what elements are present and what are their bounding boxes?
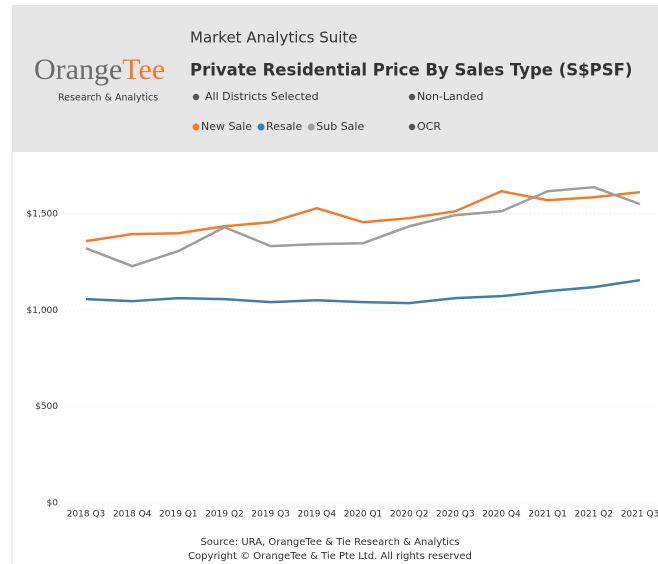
x-tick-label: 2019 Q3 bbox=[251, 510, 290, 520]
filter-dot bbox=[408, 123, 416, 131]
series-line bbox=[85, 278, 641, 305]
y-tick-label: $500 bbox=[35, 402, 58, 412]
y-tick-label: $1,000 bbox=[27, 306, 59, 316]
filter-dot bbox=[192, 93, 200, 101]
suite-title: Market Analytics Suite bbox=[190, 29, 358, 47]
legend-dot bbox=[307, 123, 315, 131]
series-line bbox=[85, 185, 641, 268]
x-tick-label: 2020 Q3 bbox=[436, 510, 475, 520]
x-tick-label: 2021 Q2 bbox=[575, 510, 614, 520]
y-tick-label: $0 bbox=[47, 499, 59, 509]
legend-entry[interactable]: New Sale bbox=[201, 120, 252, 133]
series-line bbox=[85, 189, 641, 243]
header-panel bbox=[12, 5, 658, 152]
filter-dot bbox=[408, 93, 416, 101]
x-tick-label: 2018 Q3 bbox=[67, 510, 106, 520]
filter[interactable]: OCR bbox=[417, 120, 441, 133]
source: Source: URA, OrangeTee & Tie Research & … bbox=[200, 537, 459, 548]
filter[interactable]: All Districts Selected bbox=[205, 90, 319, 103]
copyright: Copyright © OrangeTee & Tie Pte Ltd. All… bbox=[188, 551, 472, 562]
legend-dot bbox=[257, 123, 265, 131]
logo-left: Orange bbox=[34, 53, 122, 86]
x-tick-label: 2020 Q1 bbox=[344, 510, 383, 520]
legend-dot bbox=[192, 123, 200, 131]
x-tick-label: 2020 Q4 bbox=[482, 510, 521, 520]
logo-subtitle: Research & Analytics bbox=[58, 93, 158, 104]
x-tick-label: 2020 Q2 bbox=[390, 510, 429, 520]
x-tick-label: 2019 Q1 bbox=[159, 510, 198, 520]
x-tick-label: 2021 Q3 bbox=[621, 510, 658, 520]
chart-title: Private Residential Price By Sales Type … bbox=[190, 61, 632, 80]
x-tick-label: 2021 Q1 bbox=[528, 510, 567, 520]
x-tick-label: 2018 Q4 bbox=[113, 510, 152, 520]
x-tick-label: 2019 Q4 bbox=[298, 510, 337, 520]
filter[interactable]: Non-Landed bbox=[417, 90, 483, 103]
x-tick-label: 2019 Q2 bbox=[205, 510, 244, 520]
logo: OrangeTee bbox=[34, 53, 165, 86]
logo-right: Tee bbox=[122, 53, 165, 86]
legend-entry[interactable]: Sub Sale bbox=[316, 120, 364, 133]
legend-entry[interactable]: Resale bbox=[266, 120, 302, 133]
y-tick-label: $1,500 bbox=[27, 210, 59, 220]
